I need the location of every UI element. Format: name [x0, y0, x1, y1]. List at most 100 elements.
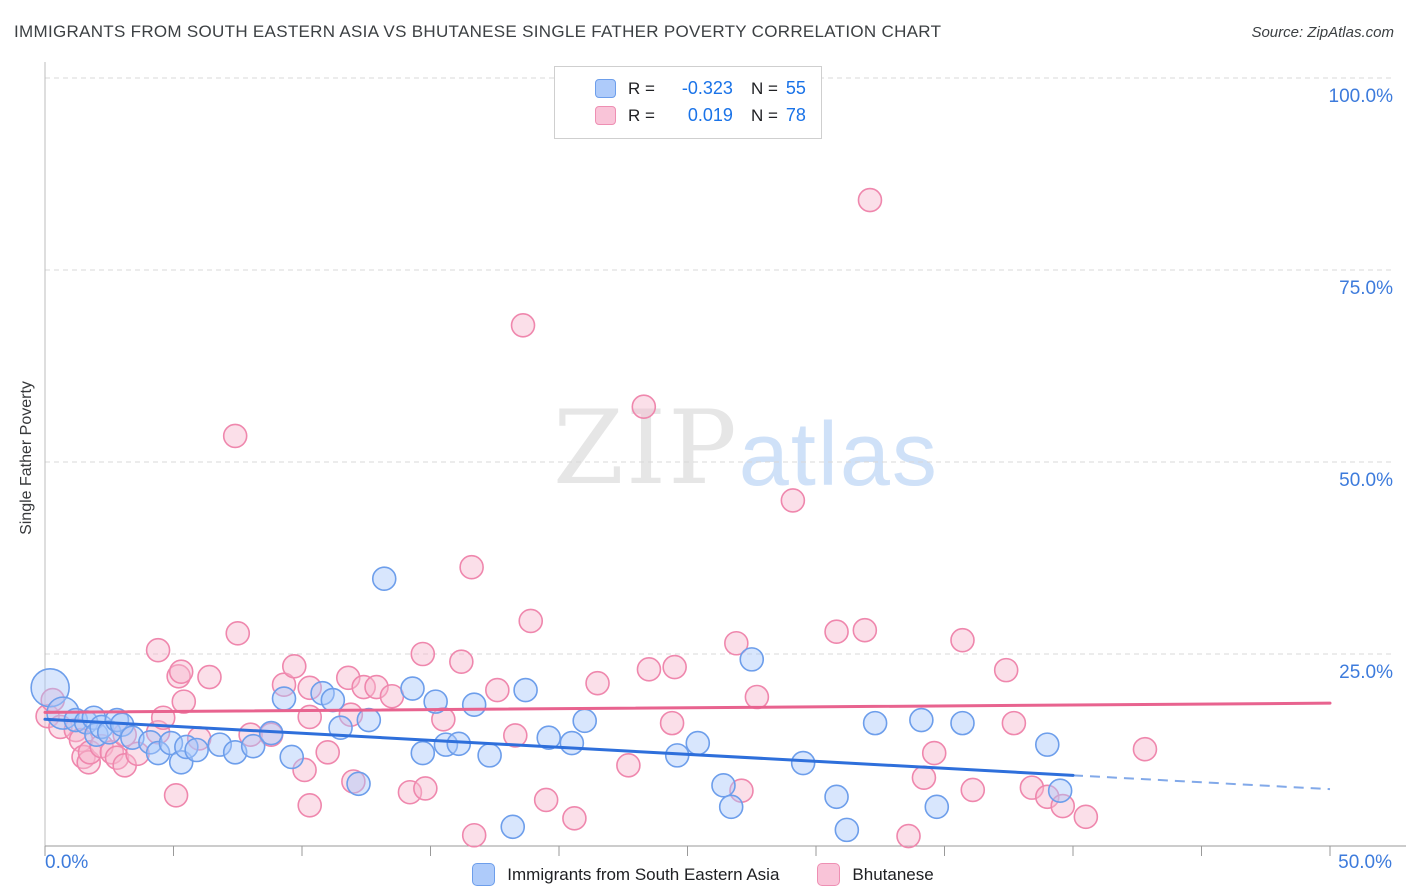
scatter-point — [449, 649, 474, 674]
scatter-point — [240, 733, 266, 759]
scatter-point — [911, 765, 937, 790]
scatter-point — [993, 657, 1019, 683]
scatter-point — [585, 670, 610, 696]
scatter-point — [461, 822, 487, 848]
scatter-point — [711, 773, 736, 798]
r-label: R = — [628, 105, 655, 125]
y-tick-label-75: 75.0% — [1339, 278, 1393, 299]
legend-label-bhutanese: Bhutanese — [852, 864, 934, 884]
scatter-point — [96, 720, 122, 745]
pink-series-swatch — [817, 863, 841, 886]
scatter-point — [960, 777, 986, 803]
scatter-point — [744, 684, 770, 710]
scatter-point — [739, 647, 765, 672]
blue-series-swatch — [595, 79, 616, 98]
scatter-point — [364, 674, 389, 700]
n-value-blue: 55 — [785, 78, 806, 98]
legend-item-immigrants: Immigrants from South Eastern Asia — [472, 863, 779, 886]
series-legend: Immigrants from South Eastern Asia Bhuta… — [0, 863, 1406, 886]
scatter-point — [423, 689, 448, 714]
blue-series-swatch — [472, 863, 496, 886]
scatter-point — [857, 187, 883, 213]
scatter-point — [862, 710, 888, 736]
scatter-point — [397, 779, 423, 805]
scatter-point — [824, 784, 849, 810]
scatter-point — [279, 744, 305, 770]
scatter-point — [163, 783, 189, 808]
r-value-blue: -0.323 — [681, 78, 733, 98]
scatter-point — [171, 689, 197, 714]
scatter-point — [510, 312, 536, 338]
scatter-point — [533, 787, 559, 813]
scatter-point — [852, 617, 878, 643]
scatter-point — [410, 641, 436, 667]
scatter-point — [1019, 775, 1045, 800]
scatter-point — [896, 823, 921, 849]
legend-label-immigrants: Immigrants from South Eastern Asia — [507, 864, 780, 884]
scatter-point — [513, 677, 538, 703]
scatter-point — [433, 732, 459, 757]
scatter-point — [780, 488, 806, 513]
scatter-point — [410, 740, 436, 766]
n-label: N = — [750, 78, 778, 98]
r-value-pink: 0.019 — [687, 105, 733, 125]
source-attribution: Source: ZipAtlas.com — [1251, 24, 1394, 41]
scatter-point — [197, 664, 222, 690]
scatter-point — [356, 707, 382, 733]
n-label: N = — [750, 105, 778, 125]
scatter-point — [834, 817, 860, 843]
scatter-point — [184, 737, 209, 763]
scatter-point — [351, 674, 376, 700]
scatter-point — [1050, 793, 1076, 819]
y-tick-label-25: 25.0% — [1339, 662, 1393, 683]
scatter-point — [500, 814, 526, 840]
trend-line — [43, 701, 1332, 714]
r-label: R = — [628, 78, 655, 98]
scatter-point — [281, 653, 307, 679]
scatter-point — [145, 637, 171, 663]
scatter-point — [225, 620, 251, 646]
scatter-point — [718, 794, 744, 820]
scatter-point — [536, 725, 562, 751]
correlation-stats-legend: R = -0.323 N = 55 R = 0.019 N = 78 — [554, 66, 822, 139]
scatter-point — [335, 665, 361, 691]
scatter-point — [145, 740, 171, 766]
scatter-point — [271, 686, 297, 711]
x-tick-label-50: 50.0% — [1338, 852, 1392, 873]
scatter-point — [1035, 732, 1060, 757]
legend-item-bhutanese: Bhutanese — [817, 863, 934, 886]
scatter-point — [320, 687, 346, 713]
scatter-point — [459, 554, 484, 580]
scatter-point — [724, 630, 749, 656]
scatter-point — [659, 710, 685, 736]
scatter-point — [921, 740, 947, 766]
scatter-point — [297, 675, 323, 701]
scatter-point — [207, 732, 233, 757]
scatter-point — [328, 715, 353, 741]
scatter-point — [616, 753, 641, 778]
scatter-point — [346, 771, 371, 797]
scatter-point — [446, 731, 472, 757]
scatter-point — [158, 730, 184, 756]
scatter-point — [297, 792, 323, 818]
scatter-point — [503, 723, 528, 748]
scatter-point — [379, 683, 405, 709]
scatter-point — [477, 743, 502, 768]
scatter-point — [315, 740, 341, 765]
scatter-point — [271, 672, 297, 698]
scatter-point — [790, 750, 816, 776]
scatter-point — [413, 776, 438, 801]
scatter-point — [950, 627, 975, 653]
scatter-point — [168, 659, 194, 684]
stats-row-blue: R = -0.323 N = 55 — [567, 75, 809, 102]
page-title: IMMIGRANTS FROM SOUTH EASTERN ASIA VS BH… — [14, 22, 942, 41]
scatter-point — [1073, 804, 1099, 830]
scatter-point — [461, 692, 487, 717]
scatter-point — [1132, 736, 1158, 762]
scatter-point — [909, 707, 934, 733]
stats-row-pink: R = 0.019 N = 78 — [567, 102, 809, 129]
scatter-point — [222, 423, 248, 449]
scatter-point — [371, 566, 397, 592]
scatter-point — [292, 757, 317, 783]
